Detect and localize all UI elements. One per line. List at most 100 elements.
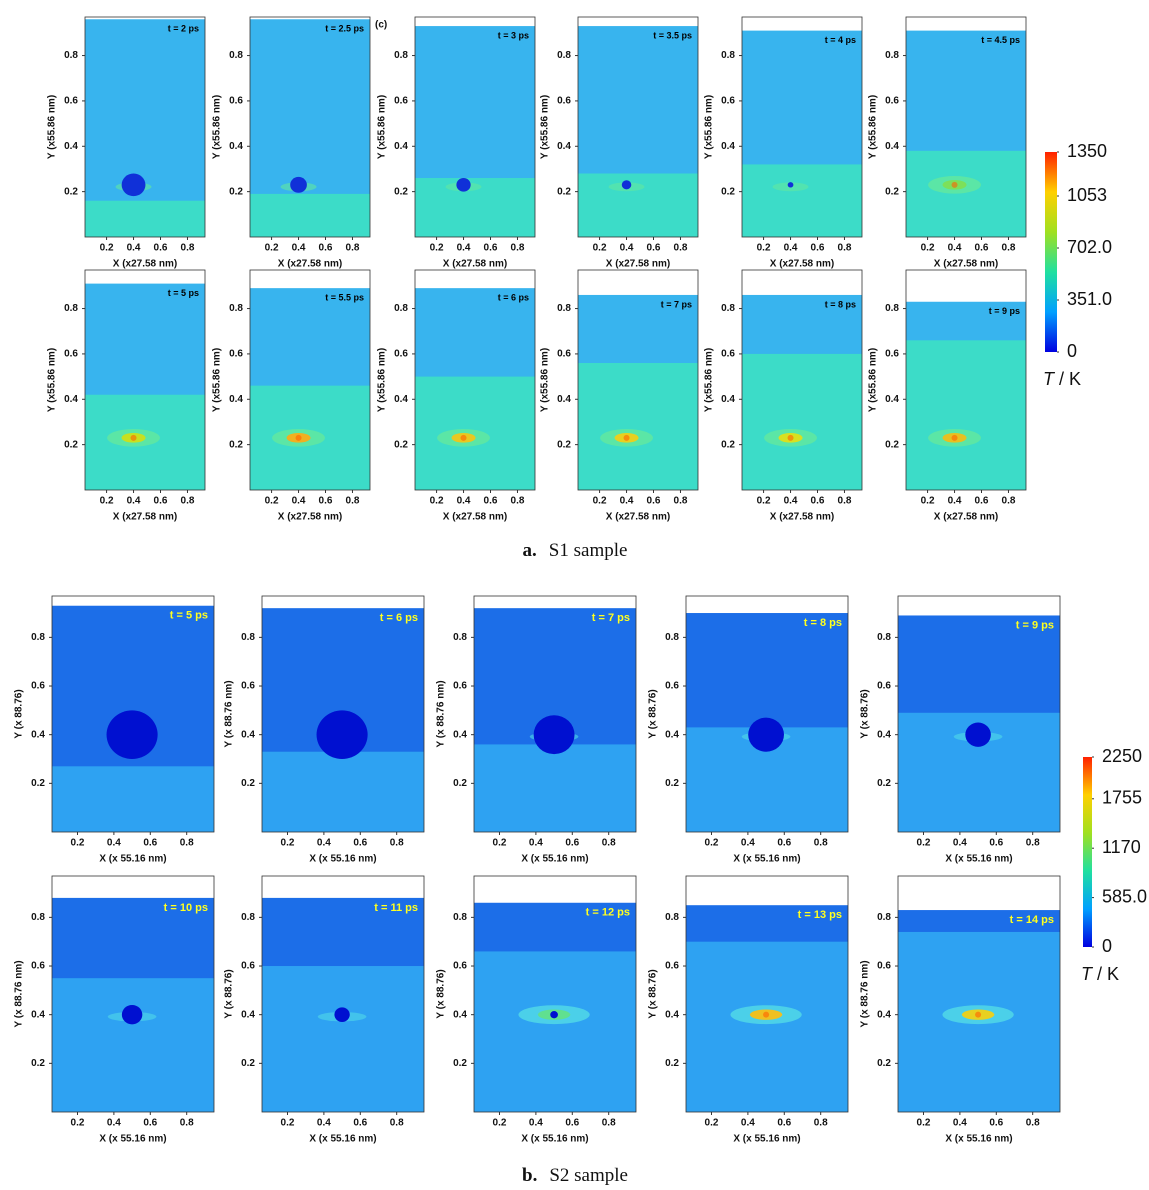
y-axis-label: Y (x55.86 nm) [704, 348, 715, 412]
void [965, 723, 991, 747]
void [534, 715, 575, 754]
y-tick-label: 0.4 [885, 141, 899, 152]
caption-label: a. [523, 540, 537, 561]
x-tick-label: 0.6 [777, 1118, 791, 1129]
y-tick-label: 0.8 [229, 303, 243, 314]
lower-region [474, 744, 636, 832]
y-tick-label: 0.8 [557, 303, 571, 314]
caption: b.S2 sample [522, 1165, 628, 1186]
y-tick-label: 0.8 [241, 632, 255, 643]
x-tick-label: 0.8 [602, 838, 616, 849]
x-tick-label: 0.6 [647, 243, 661, 254]
x-tick-label: 0.2 [917, 838, 931, 849]
x-tick-label: 0.6 [319, 496, 333, 507]
panel [578, 17, 698, 237]
lower-region [742, 164, 862, 237]
x-tick-label: 0.4 [953, 1118, 967, 1129]
x-tick-label: 0.8 [838, 496, 852, 507]
x-tick-label: 0.8 [511, 243, 525, 254]
x-tick-label: 0.2 [917, 1118, 931, 1129]
time-label: t = 8 ps [825, 299, 856, 309]
y-tick-label: 0.4 [394, 141, 408, 152]
y-tick-label: 0.4 [229, 141, 243, 152]
x-tick-label: 0.6 [975, 496, 989, 507]
x-tick-label: 0.6 [565, 1118, 579, 1129]
x-tick-label: 0.2 [493, 838, 507, 849]
lower-region [474, 951, 636, 1112]
time-label: t = 11 ps [374, 902, 418, 914]
time-label: t = 4.5 ps [981, 35, 1020, 45]
void [290, 177, 307, 193]
y-tick-label: 0.8 [665, 632, 679, 643]
y-axis-label: Y (x 88.76) [14, 689, 25, 738]
time-label: t = 14 ps [1010, 914, 1054, 926]
lower-region [85, 201, 205, 237]
y-tick-label: 0.2 [877, 1058, 891, 1069]
y-tick-label: 0.4 [64, 394, 78, 405]
x-tick-label: 0.4 [741, 1118, 755, 1129]
y-tick-label: 0.6 [877, 681, 891, 692]
lower-region [906, 340, 1026, 490]
x-tick-label: 0.2 [705, 1118, 719, 1129]
y-tick-label: 0.6 [241, 681, 255, 692]
time-label: t = 5 ps [170, 610, 208, 622]
x-tick-label: 0.2 [71, 838, 85, 849]
hot-core [952, 435, 958, 441]
y-axis-label: Y (x 88.76 nm) [224, 680, 235, 747]
panel [415, 270, 535, 490]
y-tick-label: 0.4 [877, 1009, 891, 1020]
lower-region [906, 151, 1026, 237]
colorbar-tick-label: 1755 [1102, 788, 1142, 808]
x-axis-label: X (x 55.16 nm) [309, 1134, 376, 1145]
x-tick-label: 0.8 [181, 496, 195, 507]
y-tick-label: 0.8 [877, 912, 891, 923]
x-tick-label: 0.2 [593, 243, 607, 254]
x-tick-label: 0.2 [281, 1118, 295, 1129]
x-tick-label: 0.4 [107, 1118, 121, 1129]
lower-region [686, 942, 848, 1112]
caption: a. S1 sample [523, 540, 628, 561]
y-tick-label: 0.4 [557, 394, 571, 405]
y-axis-label: Y (x55.86 nm) [377, 95, 388, 159]
x-tick-label: 0.2 [921, 496, 935, 507]
caption-text: S1 sample [549, 540, 628, 561]
x-tick-label: 0.6 [975, 243, 989, 254]
y-axis-label: Y (x 88.76 nm) [436, 680, 447, 747]
x-tick-label: 0.4 [948, 496, 962, 507]
y-axis-label: Y (x55.86 nm) [377, 348, 388, 412]
colorbar-tick-label: 1053 [1067, 185, 1107, 205]
y-axis-label: Y (x 88.76) [648, 689, 659, 738]
hot-core [788, 435, 794, 441]
y-tick-label: 0.6 [721, 96, 735, 107]
y-tick-label: 0.2 [665, 1058, 679, 1069]
y-tick-label: 0.6 [394, 349, 408, 360]
time-label: t = 12 ps [586, 907, 630, 919]
x-tick-label: 0.6 [989, 838, 1003, 849]
y-tick-label: 0.6 [665, 961, 679, 972]
colorbar-tick-label: 0 [1102, 936, 1112, 956]
void [122, 1005, 142, 1024]
y-tick-label: 0.2 [453, 1058, 467, 1069]
y-tick-label: 0.6 [229, 349, 243, 360]
x-tick-label: 0.4 [317, 838, 331, 849]
y-tick-label: 0.4 [885, 394, 899, 405]
hot-core [624, 435, 630, 441]
y-axis-label: Y (x 88.76) [436, 969, 447, 1018]
x-axis-label: X (x27.58 nm) [278, 259, 342, 270]
y-tick-label: 0.2 [557, 439, 571, 450]
x-tick-label: 0.2 [265, 496, 279, 507]
figure: 0.2 0.4 0.6 0.8 0.2 0.4 0.6 0.8 X (x27.58 nm) Y (… [0, 0, 1149, 1190]
x-axis-label: X (x 55.16 nm) [945, 854, 1012, 865]
x-axis-label: X (x27.58 nm) [770, 512, 834, 523]
y-tick-label: 0.4 [241, 729, 255, 740]
y-tick-label: 0.2 [229, 439, 243, 450]
x-tick-label: 0.2 [100, 496, 114, 507]
y-tick-label: 0.2 [64, 186, 78, 197]
void [748, 718, 784, 752]
x-axis-label: X (x27.58 nm) [113, 512, 177, 523]
x-tick-label: 0.4 [457, 243, 471, 254]
x-axis-label: X (x 55.16 nm) [945, 1134, 1012, 1145]
y-tick-label: 0.8 [665, 912, 679, 923]
panel-tag: (c) [375, 20, 387, 31]
panel [250, 270, 370, 490]
